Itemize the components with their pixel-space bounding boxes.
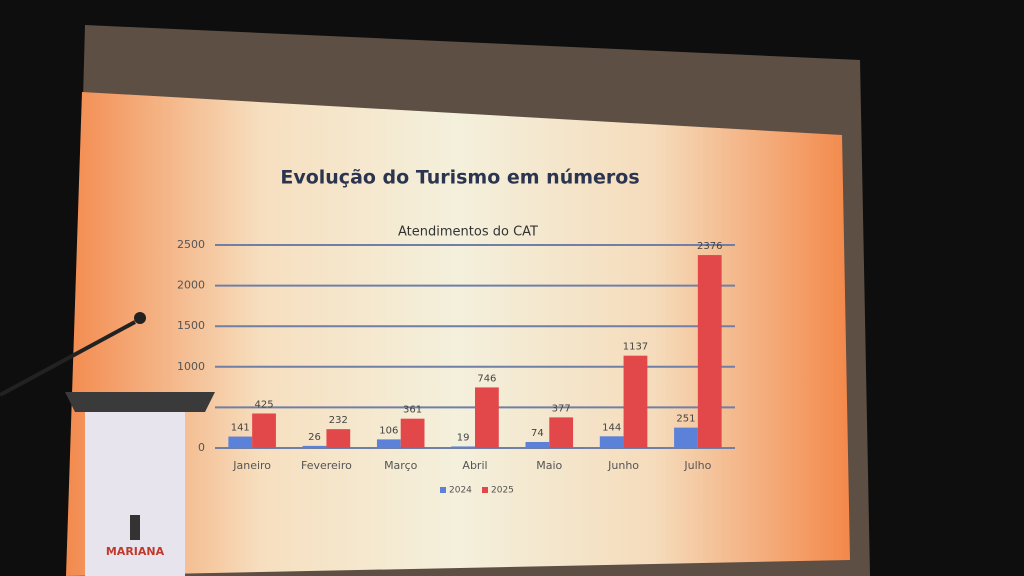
y-tick-label: 0 (198, 441, 205, 454)
y-tick-label: 2500 (177, 238, 205, 251)
slide-title: Evolução do Turismo em números (280, 167, 639, 189)
x-tick-label: Março (384, 459, 418, 472)
microphone (0, 312, 146, 397)
bar (697, 255, 722, 448)
x-tick-label: Junho (607, 459, 639, 472)
bar (599, 436, 624, 448)
legend-swatch (482, 487, 488, 493)
value-label: 106 (379, 425, 398, 436)
value-label: 19 (457, 432, 470, 443)
bar (326, 429, 351, 448)
podium-label: MARIANA (106, 545, 165, 558)
value-label: 2376 (697, 241, 722, 252)
value-label: 251 (676, 414, 695, 425)
y-tick-label: 1500 (177, 319, 205, 332)
value-label: 141 (231, 423, 250, 434)
bar (623, 355, 648, 448)
y-tick-label: 1000 (177, 360, 205, 373)
value-label: 1137 (623, 342, 648, 353)
y-tick-label: 2000 (177, 279, 205, 292)
value-label: 377 (552, 403, 571, 414)
value-label: 425 (254, 399, 273, 410)
bar (228, 436, 253, 448)
chart-title: Atendimentos do CAT (398, 225, 538, 240)
podium: MARIANA (65, 392, 215, 576)
value-label: 746 (477, 373, 496, 384)
bar (302, 445, 327, 448)
x-tick-label: Janeiro (232, 459, 271, 472)
bar (525, 441, 550, 448)
x-tick-label: Abril (462, 459, 487, 472)
legend-label: 2025 (491, 486, 514, 496)
x-tick-label: Fevereiro (301, 459, 352, 472)
slide (66, 92, 850, 576)
value-label: 144 (602, 422, 621, 433)
bar (376, 439, 401, 448)
bar (674, 427, 698, 448)
bar (475, 387, 499, 448)
value-label: 74 (531, 428, 544, 439)
legend-swatch (440, 487, 446, 493)
bar (252, 413, 276, 448)
bar (549, 417, 574, 448)
x-tick-label: Julho (683, 459, 711, 472)
bar (451, 446, 475, 448)
value-label: 361 (403, 405, 422, 416)
value-label: 26 (308, 432, 321, 443)
x-tick-label: Maio (536, 459, 562, 472)
bar (400, 418, 425, 448)
value-label: 232 (329, 415, 348, 426)
legend-label: 2024 (449, 486, 472, 496)
